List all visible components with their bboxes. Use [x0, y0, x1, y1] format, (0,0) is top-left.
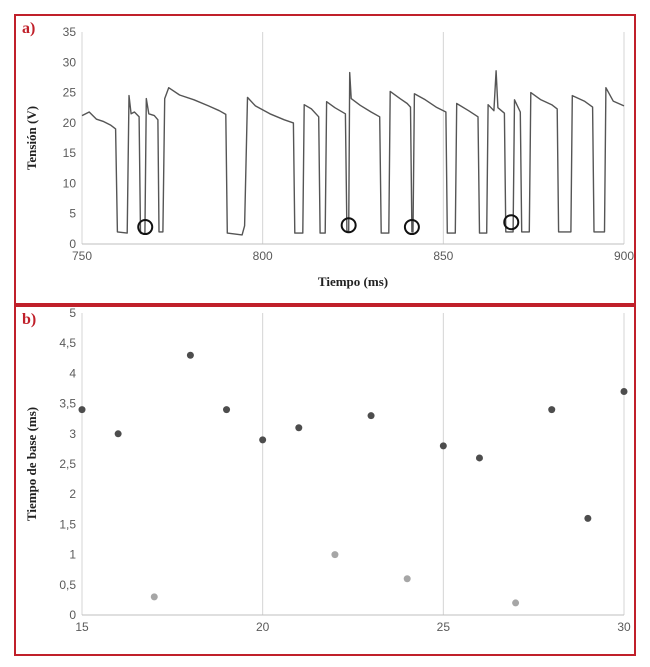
- y-tick-label: 0: [69, 237, 76, 251]
- highlight-circle-marker: [137, 219, 154, 236]
- panel-a-label: a): [22, 20, 36, 37]
- scatter-point: [439, 442, 447, 450]
- highlight-circle-marker: [340, 217, 357, 234]
- scatter-point: [620, 388, 628, 396]
- y-axis-title: Tiempo de base (ms): [24, 407, 39, 521]
- scatter-point: [295, 424, 303, 432]
- y-tick-label: 35: [63, 25, 77, 39]
- scatter-point: [331, 551, 339, 559]
- y-tick-label: 2: [69, 487, 76, 501]
- scatter-point: [403, 575, 411, 583]
- x-tick-label: 850: [433, 249, 453, 263]
- x-tick-label: 750: [72, 249, 92, 263]
- y-tick-label: 5: [69, 207, 76, 221]
- highlight-circle-marker: [403, 219, 420, 236]
- y-axis-title: Tensión (V): [24, 106, 39, 170]
- scatter-point: [548, 406, 556, 414]
- y-tick-label: 0: [69, 608, 76, 622]
- y-tick-label: 2,5: [59, 457, 76, 471]
- x-tick-label: 15: [75, 620, 89, 634]
- x-axis-title: Tiempo (ms): [318, 274, 388, 289]
- x-tick-label: 800: [253, 249, 273, 263]
- voltage-series-line: [81, 70, 625, 236]
- voltage-chart-svg: 750 800 850 900 0 5 10 15 20 25 30 35 Tiempo (ms) Ten…: [24, 25, 634, 289]
- scatter-point: [114, 430, 122, 438]
- scatter-point: [259, 436, 267, 444]
- scatter-point: [367, 412, 375, 420]
- scatter-point: [78, 406, 86, 414]
- scatter-point: [475, 454, 483, 462]
- highlight-circle-marker: [503, 214, 520, 231]
- scatter-point: [150, 593, 158, 601]
- x-tick-label: 25: [437, 620, 451, 634]
- y-tick-label: 5: [69, 307, 76, 320]
- x-tick-label: 900: [614, 249, 634, 263]
- panel-a-voltage-chart: a) 750 800 850 900 0 5 10 15 20 25 30 35 Tiempo (ms)…: [14, 14, 636, 305]
- y-tick-label: 3: [69, 427, 76, 441]
- scatter-point: [584, 514, 592, 522]
- y-tick-label: 10: [63, 176, 77, 190]
- panel-b-base-time-chart: b) 15 20 25 30 0 0,5 1 1,5 2 2,5 3 3,5 4 4,5 5 Tiempo d…: [14, 305, 636, 656]
- y-tick-label: 1: [69, 548, 76, 562]
- y-tick-label: 25: [63, 86, 77, 100]
- y-tick-label: 4,5: [59, 336, 76, 350]
- scatter-point: [223, 406, 231, 414]
- scatter-point: [512, 599, 520, 607]
- y-tick-label: 4: [69, 366, 76, 380]
- y-tick-label: 0,5: [59, 578, 76, 592]
- y-tick-label: 30: [63, 55, 77, 69]
- base-time-chart-svg: 15 20 25 30 0 0,5 1 1,5 2 2,5 3 3,5 4 4,5 5 Tiempo de b…: [24, 307, 631, 634]
- x-tick-label: 20: [256, 620, 270, 634]
- y-tick-label: 3,5: [59, 397, 76, 411]
- y-tick-label: 15: [63, 146, 77, 160]
- y-tick-label: 1,5: [59, 517, 76, 531]
- scatter-point: [186, 351, 194, 359]
- panel-b-label: b): [22, 311, 37, 328]
- x-tick-label: 30: [617, 620, 631, 634]
- y-tick-label: 20: [63, 116, 77, 130]
